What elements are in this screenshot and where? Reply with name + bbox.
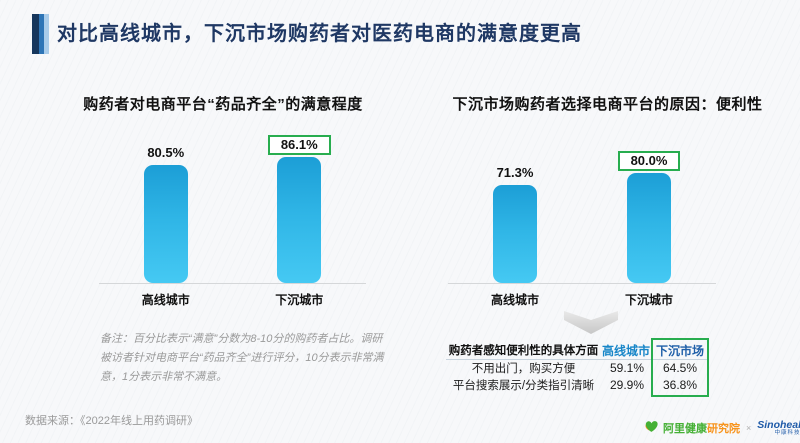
table-cell: 59.1% bbox=[609, 361, 645, 376]
table-header-highline: 高线城市 bbox=[601, 341, 653, 360]
sinohealth-logo-text: Sinohealth bbox=[757, 418, 800, 431]
bar bbox=[277, 157, 322, 283]
table-header-sinking: 下沉市场 bbox=[653, 341, 707, 360]
bar-value-label-highlighted: 86.1% bbox=[267, 135, 331, 155]
right-chart-title: 下沉市场购药者选择电商平台的原因：便利性 bbox=[452, 96, 763, 113]
left-bar-chart: 80.5% 86.1% 高线城市 下沉城市 bbox=[99, 130, 366, 308]
left-chart-column-1: 80.5% bbox=[99, 145, 233, 283]
right-chart-column-2: 80.0% bbox=[582, 151, 716, 283]
sinohealth-sub-text: 中康科技 bbox=[774, 430, 800, 436]
sinohealth-logo: Sinohealth✦ 中康科技 bbox=[757, 418, 800, 437]
logo-separator: × bbox=[746, 423, 752, 433]
right-chart-categories: 高线城市 下沉城市 bbox=[448, 284, 716, 308]
category-label: 下沉城市 bbox=[624, 293, 673, 307]
bar bbox=[493, 185, 537, 283]
table-header-aspect: 购药者感知便利性的具体方面 bbox=[446, 341, 601, 360]
right-bar-chart: 71.3% 80.0% 高线城市 下沉城市 bbox=[448, 130, 716, 308]
left-chart-column-2: 86.1% bbox=[233, 135, 367, 283]
bar-value-label: 80.5% bbox=[147, 145, 185, 160]
alihealth-institute-text: 研究院 bbox=[707, 423, 740, 435]
right-chart-plot: 71.3% 80.0% bbox=[448, 130, 716, 284]
footnote: 备注：百分比表示“满意”分数为8-10分的购药者占比。调研被访者针对电商平台“药… bbox=[100, 333, 384, 383]
data-source: 数据来源：《2022年线上用药调研》 bbox=[25, 415, 198, 427]
alihealth-logo-text: 阿里健康 bbox=[663, 423, 707, 435]
table-row-label: 平台搜索展示/分类指引清晰 bbox=[452, 379, 595, 392]
left-chart-categories: 高线城市 下沉城市 bbox=[99, 284, 366, 308]
title-accent-bar-icon bbox=[32, 14, 49, 54]
convenience-table: 购药者感知便利性的具体方面 高线城市 下沉市场 不用出门，购买方便 59.1% … bbox=[446, 338, 709, 397]
bar bbox=[627, 173, 671, 283]
page-title: 对比高线城市，下沉市场购药者对医药电商的满意度更高 bbox=[57, 23, 582, 45]
table-cell: 64.5% bbox=[662, 361, 698, 376]
bar-value-label-highlighted: 80.0% bbox=[617, 151, 681, 171]
category-label: 下沉城市 bbox=[275, 293, 324, 307]
category-label: 高线城市 bbox=[490, 293, 539, 307]
left-chart-plot: 80.5% 86.1% bbox=[99, 130, 366, 284]
table-cell: 36.8% bbox=[662, 377, 698, 392]
bar bbox=[143, 165, 188, 283]
down-arrow-icon bbox=[562, 311, 620, 340]
right-chart-column-1: 71.3% bbox=[448, 165, 582, 283]
table-cell: 29.9% bbox=[609, 377, 645, 392]
table-row-label: 不用出门，购买方便 bbox=[471, 363, 576, 376]
footer-logos: 阿里健康研究院 × Sinohealth✦ 中康科技 bbox=[643, 418, 800, 438]
alihealth-heart-icon bbox=[643, 418, 660, 438]
left-chart-title: 购药者对电商平台“药品齐全”的满意程度 bbox=[83, 96, 363, 113]
category-label: 高线城市 bbox=[141, 293, 190, 307]
bar-value-label: 71.3% bbox=[496, 165, 534, 180]
